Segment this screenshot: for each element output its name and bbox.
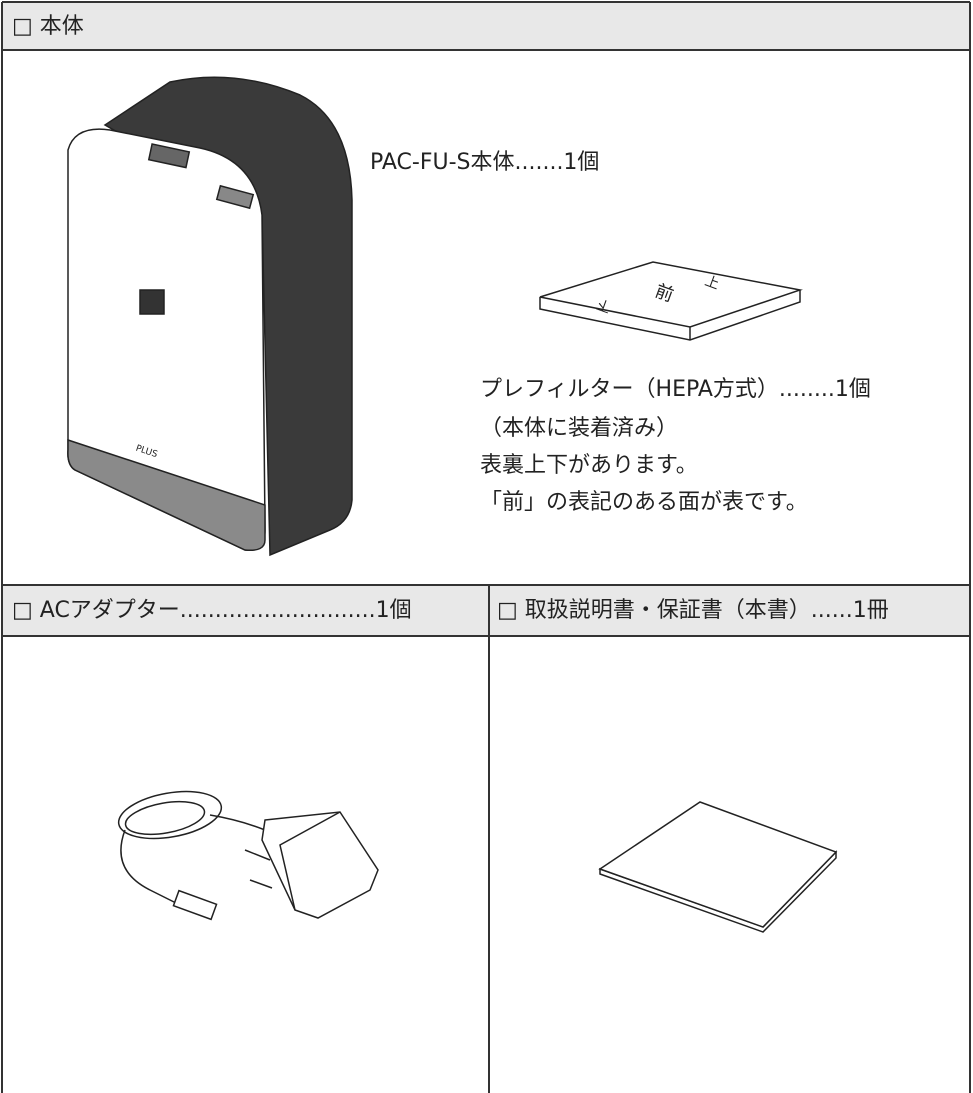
- filter-text: 「前」の表記のある面が表です。: [480, 490, 808, 515]
- header-bg: [2, 2, 970, 50]
- device-illustration: [67, 76, 353, 557]
- unit-label: PAC-FU-S本体.......1個: [370, 150, 599, 175]
- filter-text: （本体に装着済み）: [480, 416, 678, 441]
- adapter-illustration: [117, 790, 379, 921]
- manual-illustration: [598, 801, 838, 933]
- filter-text: プレフィルター（HEPA方式）........1個: [480, 377, 871, 402]
- filter-mark: 下: [595, 295, 614, 315]
- header-bg: [2, 585, 970, 636]
- filter-text: 表裏上下があります。: [480, 453, 698, 478]
- section-title: □ ACアダプター............................1個: [12, 598, 412, 623]
- section-title: □ 本体: [12, 14, 84, 39]
- filter-illustration: [539, 261, 803, 341]
- filter-mark: 上: [703, 273, 722, 293]
- section-title: □ 取扱説明書・保証書（本書）......1冊: [497, 598, 889, 623]
